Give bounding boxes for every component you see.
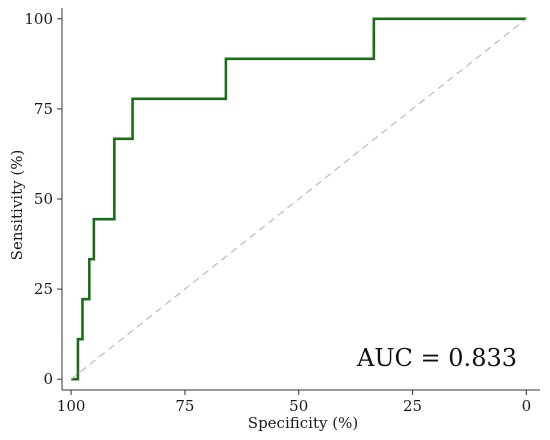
y-axis-title: Sensitivity (%) <box>8 150 26 261</box>
reference-diagonal-line <box>70 18 527 380</box>
x-axis-title: Specificity (%) <box>248 414 358 432</box>
y-tick-label: 25 <box>34 280 53 298</box>
y-tick-label: 0 <box>43 370 53 388</box>
x-tick-label: 50 <box>289 397 308 415</box>
auc-annotation: AUC = 0.833 <box>356 344 517 372</box>
x-tick-label: 0 <box>522 397 532 415</box>
x-tick-label: 25 <box>403 397 422 415</box>
y-tick-label: 50 <box>34 190 53 208</box>
plot-area <box>70 17 527 381</box>
y-tick-label: 100 <box>24 10 53 28</box>
x-tick-label: 100 <box>57 397 86 415</box>
axes: 100 75 50 25 0 0 25 50 75 100 <box>24 8 540 415</box>
roc-curve-line <box>71 17 527 381</box>
x-tick-label: 75 <box>175 397 194 415</box>
y-tick-label: 75 <box>34 100 53 118</box>
